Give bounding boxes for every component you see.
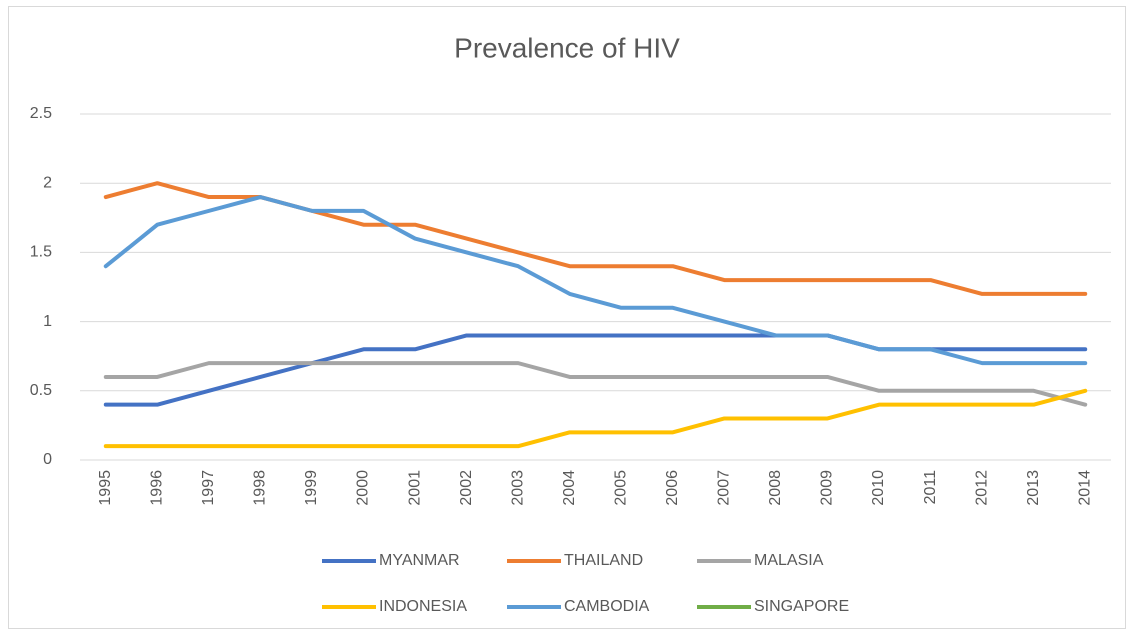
x-tick-label: 1995 — [97, 470, 114, 506]
y-tick-label: 0 — [43, 451, 52, 468]
x-tick-label: 1999 — [303, 470, 320, 506]
legend-label: THAILAND — [564, 552, 643, 569]
x-tick-label: 2009 — [819, 470, 836, 506]
chart-title: Prevalence of HIV — [454, 32, 680, 63]
x-tick-label: 2007 — [716, 470, 733, 506]
x-tick-label: 1998 — [252, 470, 269, 506]
y-tick-label: 0.5 — [30, 382, 52, 399]
x-tick-label: 2006 — [664, 470, 681, 506]
y-tick-label: 2 — [43, 174, 52, 191]
x-tick-label: 2010 — [870, 470, 887, 506]
x-tick-label: 2008 — [767, 470, 784, 506]
series-line — [103, 195, 1088, 366]
x-tick-label: 2001 — [406, 470, 423, 506]
chart-border — [8, 6, 1126, 629]
x-tick-label: 2000 — [355, 470, 372, 506]
y-tick-label: 1 — [43, 313, 52, 330]
x-tick-label: 2004 — [561, 470, 578, 506]
x-tick-label: 2005 — [612, 470, 629, 506]
x-tick-label: 2002 — [458, 470, 475, 506]
x-tick-label: 2014 — [1076, 470, 1093, 506]
y-tick-label: 1.5 — [30, 244, 52, 261]
x-tick-label: 2011 — [922, 470, 939, 505]
x-tick-label: 2013 — [1025, 470, 1042, 506]
legend-label: SINGAPORE — [754, 598, 849, 615]
series-line — [103, 388, 1088, 449]
legend-label: CAMBODIA — [564, 598, 650, 615]
x-tick-label: 1996 — [149, 470, 166, 506]
x-tick-label: 2003 — [509, 470, 526, 506]
x-tick-label: 2012 — [973, 470, 990, 506]
legend-label: MYANMAR — [379, 552, 460, 569]
series-line — [103, 361, 1088, 407]
legend-label: MALASIA — [754, 552, 824, 569]
x-tick-label: 1997 — [200, 470, 217, 506]
y-tick-label: 2.5 — [30, 105, 52, 122]
legend-label: INDONESIA — [379, 598, 467, 615]
